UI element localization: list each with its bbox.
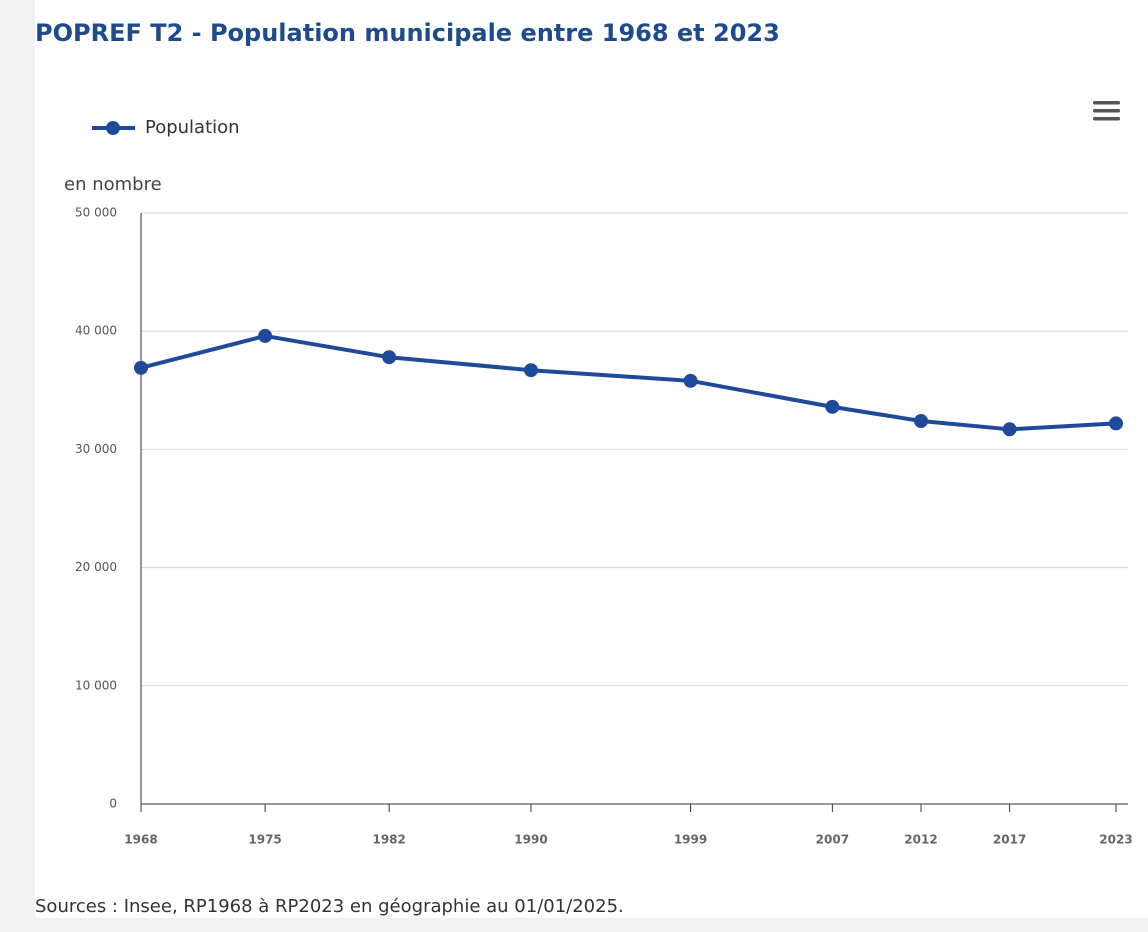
y-tick-label: 0 (109, 797, 117, 811)
x-tick-label: 1999 (674, 833, 707, 847)
chart-title: POPREF T2 - Population municipale entre … (35, 19, 780, 47)
x-tick-label: 2017 (993, 833, 1026, 847)
menu-button[interactable] (1093, 101, 1120, 121)
menu-bar (1093, 109, 1120, 113)
y-axis-label: en nombre (64, 174, 162, 195)
legend-label: Population (145, 117, 240, 138)
data-point (524, 363, 538, 378)
data-point (382, 350, 397, 365)
x-tick-label: 2007 (816, 833, 849, 847)
data-point (1002, 422, 1017, 437)
x-tick-label: 1968 (124, 833, 157, 847)
legend-marker (106, 121, 120, 135)
data-point (825, 399, 840, 414)
data-point (914, 414, 928, 429)
y-tick-label: 40 000 (75, 324, 117, 338)
y-tick-label: 10 000 (75, 678, 117, 692)
data-point (258, 328, 273, 343)
y-tick-label: 30 000 (75, 442, 117, 456)
x-tick-label: 2012 (904, 833, 937, 847)
source-note: Sources : Insee, RP1968 à RP2023 en géog… (35, 896, 624, 917)
menu-bar (1093, 117, 1120, 121)
data-point (683, 373, 698, 388)
y-tick-label: 20 000 (75, 560, 117, 574)
x-tick-label: 1990 (514, 833, 547, 847)
y-tick-label: 50 000 (75, 206, 117, 220)
panel (35, 0, 1148, 918)
menu-bar (1093, 101, 1120, 105)
x-tick-label: 2023 (1099, 833, 1132, 847)
data-point (134, 360, 148, 375)
x-tick-label: 1975 (248, 833, 281, 847)
x-tick-label: 1982 (372, 833, 405, 847)
data-point (1109, 416, 1123, 431)
